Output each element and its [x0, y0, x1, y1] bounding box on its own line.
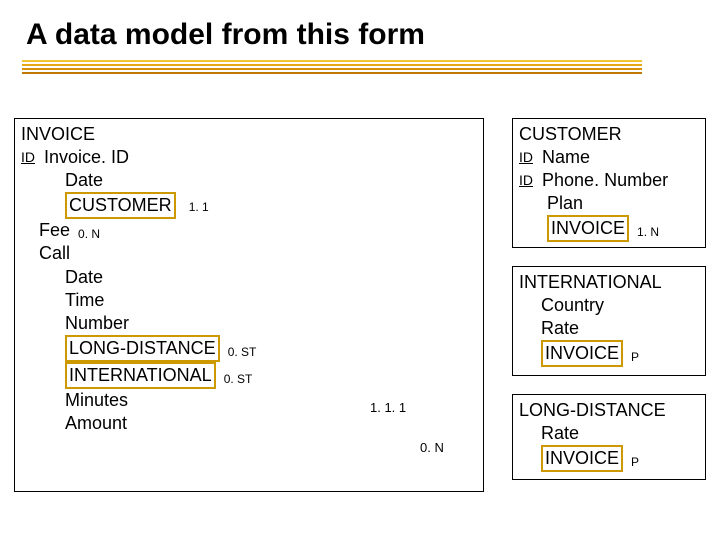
attr-minutes: Minutes: [21, 389, 477, 412]
id-tag: ID: [519, 172, 533, 188]
attr-ld-ref: LONG-DISTANCE 0. ST: [21, 335, 477, 362]
attr-date: Date: [21, 169, 477, 192]
id-tag: ID: [21, 149, 35, 165]
attr-call: Call: [21, 242, 477, 265]
attr-invoice-ref: INVOICE P: [519, 445, 699, 472]
entity-name: INTERNATIONAL: [519, 271, 699, 294]
attr-invoice-ref: INVOICE 1. N: [519, 215, 699, 242]
attr-plan: Plan: [519, 192, 699, 215]
ref-customer: CUSTOMER: [65, 192, 176, 219]
cardinality-outer-2: 0. N: [420, 440, 444, 455]
entity-name: INVOICE: [21, 123, 477, 146]
slide-title: A data model from this form: [26, 18, 425, 52]
entity-long-distance: LONG-DISTANCE Rate INVOICE P: [512, 394, 706, 480]
cardinality-outer-1: 1. 1. 1: [370, 400, 406, 415]
cardinality: P: [631, 350, 639, 364]
attr-phone: ID Phone. Number: [519, 169, 699, 192]
ref-international: INTERNATIONAL: [65, 362, 216, 389]
ref-invoice: INVOICE: [541, 340, 623, 367]
entity-international: INTERNATIONAL Country Rate INVOICE P: [512, 266, 706, 376]
attr-call-number: Number: [21, 312, 477, 335]
attr-rate: Rate: [519, 317, 699, 340]
entity-invoice: INVOICE ID Invoice. ID Date CUSTOMER 1. …: [14, 118, 484, 492]
ref-invoice: INVOICE: [547, 215, 629, 242]
cardinality: 0. N: [78, 227, 100, 241]
entity-name: LONG-DISTANCE: [519, 399, 699, 422]
attr-call-date: Date: [21, 266, 477, 289]
attr-amount: Amount: [21, 412, 477, 435]
attr-call-time: Time: [21, 289, 477, 312]
ref-long-distance: LONG-DISTANCE: [65, 335, 220, 362]
attr-fee: Fee 0. N: [21, 219, 477, 242]
id-tag: ID: [519, 149, 533, 165]
title-underline: [22, 60, 642, 76]
attr-rate: Rate: [519, 422, 699, 445]
cardinality: 1. N: [637, 225, 659, 239]
attr-invoice-id: ID Invoice. ID: [21, 146, 477, 169]
attr-name: ID Name: [519, 146, 699, 169]
cardinality: 0. ST: [224, 372, 253, 386]
cardinality: 1. 1: [189, 200, 209, 214]
entity-customer: CUSTOMER ID Name ID Phone. Number Plan I…: [512, 118, 706, 248]
cardinality: P: [631, 455, 639, 469]
attr-intl-ref: INTERNATIONAL 0. ST: [21, 362, 477, 389]
entity-name: CUSTOMER: [519, 123, 699, 146]
attr-country: Country: [519, 294, 699, 317]
cardinality: 0. ST: [228, 345, 257, 359]
attr-customer-ref: CUSTOMER 1. 1: [21, 192, 477, 219]
attr-invoice-ref: INVOICE P: [519, 340, 699, 367]
ref-invoice: INVOICE: [541, 445, 623, 472]
